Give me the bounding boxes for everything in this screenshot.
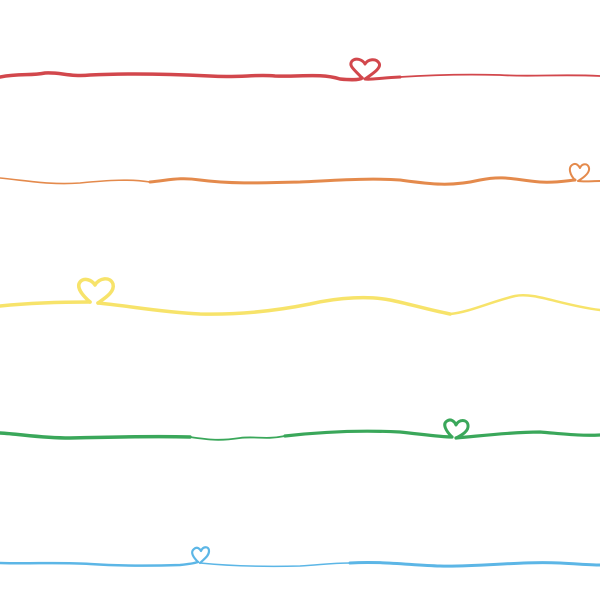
heart-icon — [191, 546, 211, 565]
wavy-line — [448, 294, 600, 316]
wavy-line — [454, 430, 600, 440]
line-green — [0, 418, 600, 441]
wavy-line — [199, 562, 351, 568]
wavy-line — [189, 435, 286, 441]
heart-icon — [77, 277, 115, 305]
wavy-line — [96, 295, 452, 316]
line-orange — [0, 162, 600, 186]
heart-icon — [443, 418, 470, 440]
wavy-line — [348, 560, 600, 568]
heart-icon — [568, 162, 600, 183]
line-red — [0, 57, 600, 82]
wavy-line — [0, 560, 200, 567]
wavy-line — [0, 177, 151, 185]
wavy-line — [0, 300, 92, 308]
wavy-line — [148, 176, 577, 186]
heart-icon — [349, 57, 402, 81]
wavy-line — [399, 73, 600, 78]
line-blue — [0, 546, 600, 568]
wavy-line — [283, 429, 454, 439]
wavy-line — [0, 431, 192, 440]
line-yellow — [0, 277, 600, 316]
wavy-line — [0, 71, 364, 82]
